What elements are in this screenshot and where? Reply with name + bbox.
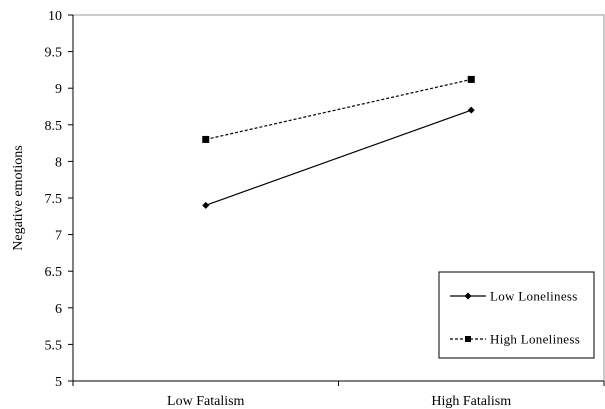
y-tick-label: 8 [55, 155, 62, 170]
square-marker [467, 75, 475, 83]
y-tick-label: 5 [55, 375, 62, 390]
y-tick-label: 8.5 [45, 119, 63, 134]
diamond-marker [467, 106, 475, 114]
legend-label-low-loneliness: Low Loneliness [490, 289, 578, 304]
y-tick-label: 9 [55, 82, 62, 97]
y-tick-label: 10 [48, 9, 62, 24]
y-tick-label: 5.5 [45, 338, 63, 353]
y-tick-label: 6 [55, 302, 62, 317]
legend-box [438, 271, 595, 359]
y-tick-label: 7.5 [45, 192, 63, 207]
legend-diamond-icon [464, 292, 472, 300]
x-category-label: High Fatalism [431, 394, 511, 409]
x-category-label: Low Fatalism [167, 394, 244, 409]
series-layer [202, 75, 475, 209]
legend-square-icon [465, 336, 471, 342]
square-marker [202, 135, 210, 143]
y-axis-title: Negative emotions [11, 145, 26, 250]
y-tick-label: 7 [55, 229, 62, 244]
diamond-marker [202, 201, 210, 209]
y-axis-ticks: 5 5.5 6 6.5 7 7.5 8 8.5 9 9.5 10 [45, 9, 73, 390]
legend: Low Loneliness High Loneliness [438, 271, 595, 359]
series-line-low-loneliness [205, 109, 472, 206]
y-tick-label: 6.5 [45, 265, 63, 280]
legend-label-high-loneliness: High Loneliness [490, 332, 580, 347]
y-tick-label: 9.5 [45, 46, 63, 61]
x-axis-ticks: Low Fatalism High Fatalism [72, 381, 605, 409]
series-line-high-loneliness [205, 78, 472, 141]
